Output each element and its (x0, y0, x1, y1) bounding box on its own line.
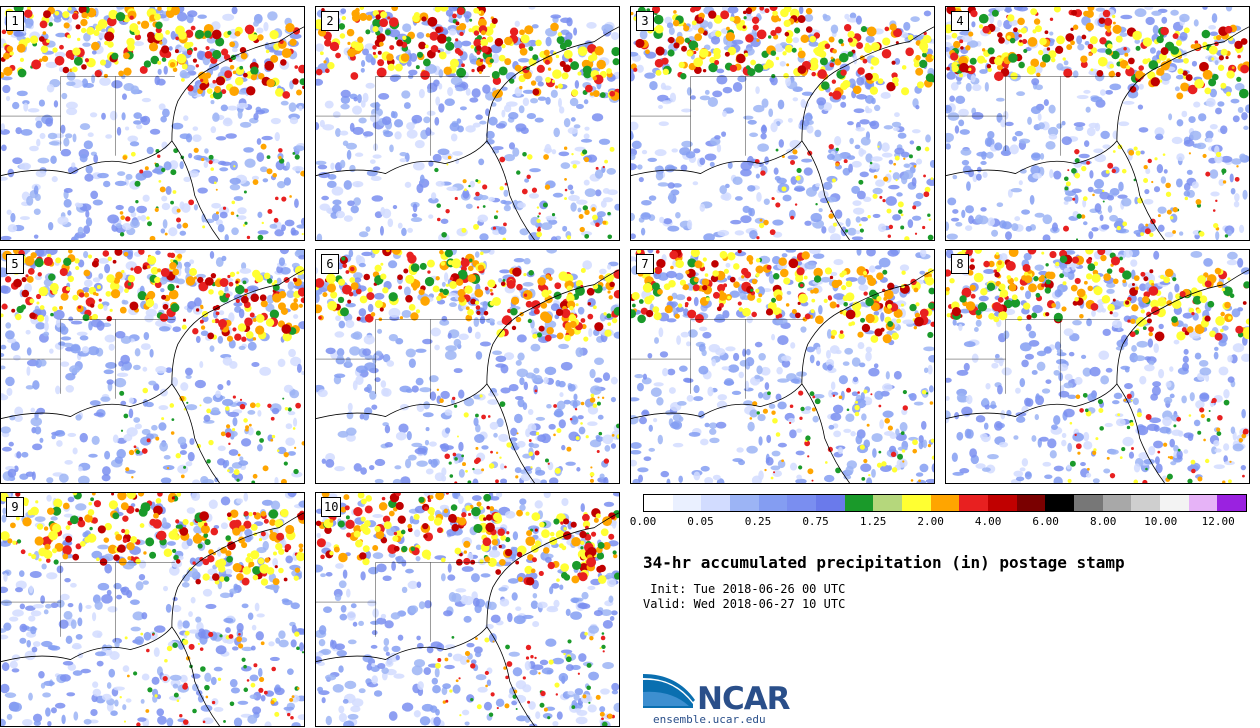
member-number-label: 1 (6, 11, 24, 31)
plot-title: 34-hr accumulated precipitation (in) pos… (643, 553, 1125, 572)
colorbar-swatch (873, 495, 903, 511)
ensemble-member-panel: 9 (0, 492, 305, 727)
colorbar-swatch (701, 495, 731, 511)
member-number-label: 4 (951, 11, 969, 31)
colorbar-swatch (844, 495, 874, 511)
colorbar-swatch (959, 495, 989, 511)
colorbar-tick: 1.25 (859, 515, 887, 528)
valid-time: Valid: Wed 2018-06-27 10 UTC (643, 597, 846, 611)
member-number-label: 6 (321, 254, 339, 274)
ensemble-member-panel: 6 (315, 249, 620, 484)
colorbar-swatch (758, 495, 788, 511)
colorbar-swatch (1045, 495, 1075, 511)
colorbar-swatch (988, 495, 1017, 511)
member-number-label: 7 (636, 254, 654, 274)
colorbar-swatch (644, 495, 673, 511)
ensemble-member-panel: 4 (945, 6, 1250, 241)
member-number-label: 3 (636, 11, 654, 31)
colorbar-swatch (1131, 495, 1161, 511)
colorbar-swatch (1074, 495, 1103, 511)
member-number-label: 2 (321, 11, 339, 31)
colorbar-swatch (1217, 495, 1247, 511)
colorbar-tick: 10.00 (1144, 515, 1178, 528)
member-number-label: 10 (321, 497, 342, 517)
colorbar-swatch (1016, 495, 1046, 511)
colorbar-swatch (1160, 495, 1189, 511)
member-number-label: 9 (6, 497, 24, 517)
init-time: Init: Tue 2018-06-26 00 UTC (643, 582, 846, 596)
colorbar-tick: 0.05 (687, 515, 714, 528)
ensemble-member-panel: 3 (630, 6, 935, 241)
ensemble-member-panel: 2 (315, 6, 620, 241)
member-number-label: 5 (6, 254, 24, 274)
colorbar-tick: 0.75 (802, 515, 829, 528)
precip-colorbar (643, 494, 1247, 512)
colorbar-tick: 8.00 (1089, 515, 1117, 528)
colorbar-swatch (930, 495, 960, 511)
ensemble-member-panel: 1 (0, 6, 305, 241)
ensemble-member-panel: 10 (315, 492, 620, 727)
colorbar-swatch (1188, 495, 1218, 511)
colorbar-swatch (902, 495, 931, 511)
ensemble-member-panel: 8 (945, 249, 1250, 484)
colorbar-tick: 6.00 (1032, 515, 1059, 528)
colorbar-tick: 4.00 (974, 515, 1002, 528)
ncar-logo-icon (643, 674, 695, 708)
member-number-label: 8 (951, 254, 969, 274)
colorbar-tick: 2.00 (917, 515, 944, 528)
colorbar-tick: 12.00 (1201, 515, 1235, 528)
colorbar-swatch (672, 495, 702, 511)
ensemble-member-panel: 7 (630, 249, 935, 484)
logo-url: ensemble.ucar.edu (653, 713, 766, 726)
colorbar-swatch (730, 495, 759, 511)
colorbar-swatch (1102, 495, 1132, 511)
colorbar-swatch (787, 495, 817, 511)
colorbar-tick: 0.25 (744, 515, 772, 528)
ensemble-member-panel: 5 (0, 249, 305, 484)
ncar-wordmark: NCAR (697, 681, 791, 717)
colorbar-swatch (816, 495, 845, 511)
colorbar-tick: 0.00 (629, 515, 657, 528)
